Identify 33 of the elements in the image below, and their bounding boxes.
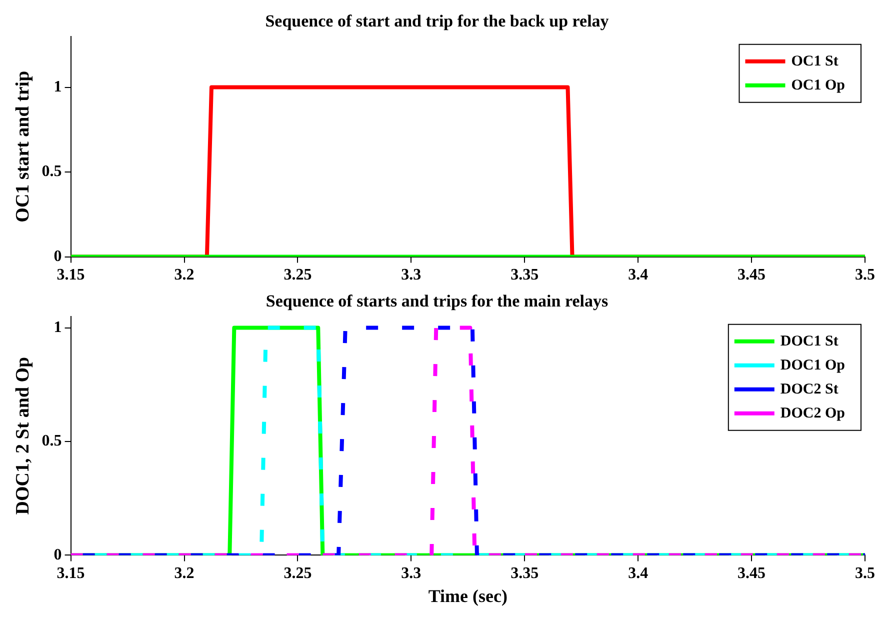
x-tick-label: 3.2: [174, 564, 194, 582]
chart-title: Sequence of start and trip for the back up relay: [265, 12, 610, 31]
x-tick-label: 3.5: [855, 266, 875, 284]
x-tick-label: 3.2: [174, 266, 194, 284]
legend-label: DOC1 St: [780, 333, 838, 350]
legend-label: DOC2 St: [780, 381, 838, 398]
y-tick-label: 0.5: [42, 163, 62, 180]
x-tick-label: 3.35: [510, 564, 539, 582]
y-axis-title: DOC1, 2 St and Op: [12, 356, 34, 515]
legend-label: OC1 St: [791, 53, 838, 70]
x-tick-label: 3.3: [401, 266, 422, 284]
y-tick-label: 0.5: [42, 432, 62, 450]
x-tick-label: 3.4: [628, 564, 648, 582]
legend-label: DOC2 Op: [780, 405, 845, 422]
x-tick-label: 3.45: [738, 564, 766, 582]
x-tick-label: 3.15: [56, 564, 85, 582]
x-tick-label: 3.25: [284, 266, 312, 284]
y-tick-label: 0: [54, 546, 62, 564]
x-tick-label: 3.3: [401, 564, 422, 582]
x-axis-title: Time (sec): [428, 586, 508, 606]
y-axis-title: OC1 start and trip: [12, 70, 34, 222]
y-tick-label: 1: [54, 318, 62, 336]
legend-label: DOC1 Op: [780, 357, 845, 374]
x-tick-label: 3.35: [510, 266, 539, 284]
x-tick-label: 3.45: [738, 266, 766, 284]
x-tick-label: 3.4: [628, 266, 648, 284]
legend-label: OC1 Op: [791, 77, 846, 94]
x-tick-label: 3.15: [56, 266, 85, 284]
y-tick-label: 1: [54, 78, 62, 96]
chart-title: Sequence of starts and trips for the main relays: [266, 292, 608, 311]
x-tick-label: 3.5: [855, 564, 875, 582]
x-tick-label: 3.25: [284, 564, 312, 582]
y-tick-label: 0: [54, 248, 62, 265]
